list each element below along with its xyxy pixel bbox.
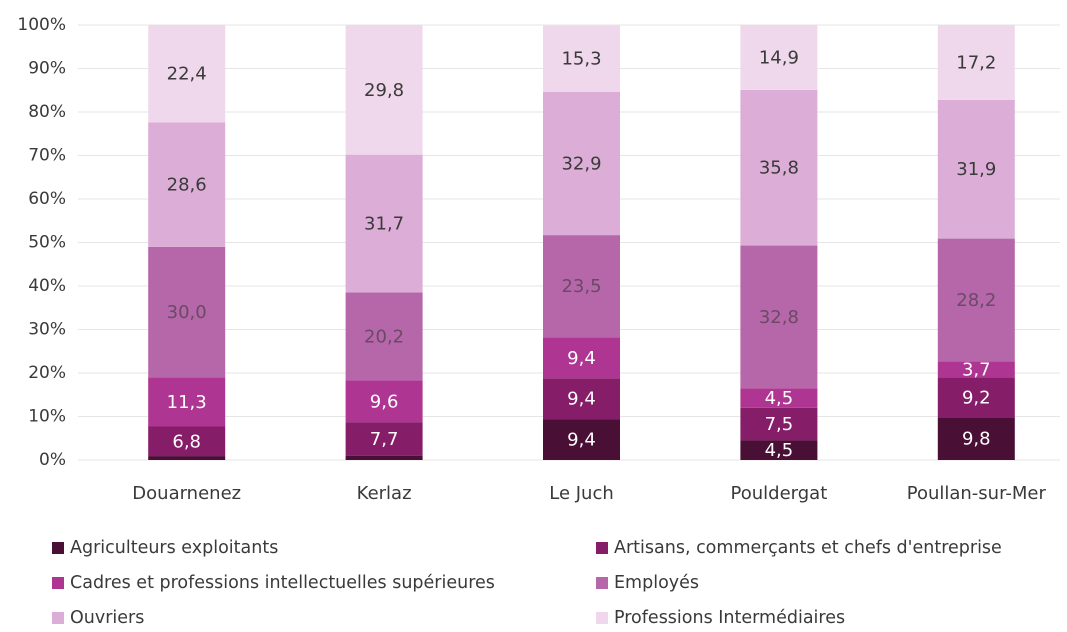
bar-segment bbox=[937, 361, 1015, 378]
y-tick-label: 30% bbox=[28, 320, 66, 340]
data-label: 23,5 bbox=[561, 276, 601, 297]
y-tick-label: 60% bbox=[28, 189, 66, 209]
data-label: 14,9 bbox=[759, 47, 799, 68]
data-label: 11,3 bbox=[167, 392, 207, 413]
data-label: 31,7 bbox=[364, 214, 404, 235]
bar-segment bbox=[543, 419, 620, 460]
bar-segment bbox=[345, 292, 423, 381]
bar-segment bbox=[937, 25, 1015, 100]
x-tick-label: Poullan-sur-Mer bbox=[907, 483, 1047, 504]
bar-segment bbox=[740, 388, 818, 408]
data-label: 7,7 bbox=[370, 429, 399, 450]
data-label: 7,5 bbox=[765, 414, 794, 435]
bar-segment bbox=[148, 122, 226, 247]
data-label: 17,2 bbox=[956, 52, 996, 73]
legend-label: Employés bbox=[614, 573, 699, 593]
legend-swatch bbox=[596, 577, 608, 589]
bar-segment bbox=[345, 25, 423, 155]
bar-segment bbox=[740, 89, 818, 246]
data-label: 9,6 bbox=[370, 391, 399, 412]
y-tick-label: 50% bbox=[28, 233, 66, 253]
bar-segment bbox=[345, 380, 423, 423]
bar-segment bbox=[148, 25, 226, 123]
bar-segment bbox=[543, 91, 620, 236]
x-tick-label: Le Juch bbox=[549, 483, 614, 504]
legend-swatch bbox=[52, 542, 64, 554]
legend-swatch bbox=[596, 542, 608, 554]
legend-swatch bbox=[52, 612, 64, 624]
data-label: 32,9 bbox=[561, 154, 601, 175]
bar-segment bbox=[345, 154, 423, 293]
data-label: 35,8 bbox=[759, 158, 799, 179]
y-tick-label: 0% bbox=[39, 450, 66, 470]
bar-segment bbox=[543, 378, 620, 420]
legend-label: Agriculteurs exploitants bbox=[70, 538, 278, 558]
data-label: 9,4 bbox=[567, 430, 596, 451]
data-label: 28,2 bbox=[956, 290, 996, 311]
y-tick-label: 40% bbox=[28, 276, 66, 296]
bar-segment bbox=[148, 426, 226, 457]
bar-segment bbox=[740, 407, 818, 441]
y-tick-label: 80% bbox=[28, 102, 66, 122]
data-label: 4,5 bbox=[765, 388, 794, 409]
data-label: 9,4 bbox=[567, 389, 596, 410]
legend-swatch bbox=[596, 612, 608, 624]
legend-label: Cadres et professions intellectuelles su… bbox=[70, 573, 495, 593]
bar-segment bbox=[543, 25, 620, 92]
data-label: 9,2 bbox=[962, 387, 991, 408]
data-label: 29,8 bbox=[364, 80, 404, 101]
bar-segment bbox=[345, 422, 423, 456]
y-tick-label: 10% bbox=[28, 407, 66, 427]
bar-segment bbox=[543, 337, 620, 379]
x-tick-label: Douarnenez bbox=[132, 483, 241, 504]
bar-segment bbox=[148, 456, 226, 460]
bar-segment bbox=[740, 25, 818, 90]
bar-segment bbox=[148, 377, 226, 427]
data-label: 4,5 bbox=[765, 440, 794, 461]
legend-label: Artisans, commerçants et chefs d'entrepr… bbox=[614, 538, 1002, 558]
y-tick-label: 100% bbox=[17, 15, 66, 35]
bar-segment bbox=[937, 377, 1015, 418]
x-tick-label: Kerlaz bbox=[357, 483, 412, 504]
data-label: 15,3 bbox=[561, 49, 601, 70]
y-tick-label: 90% bbox=[28, 59, 66, 79]
y-tick-label: 70% bbox=[28, 146, 66, 166]
bar-segment bbox=[740, 440, 818, 460]
data-label: 6,8 bbox=[172, 431, 201, 452]
data-label: 9,4 bbox=[567, 348, 596, 369]
data-label: 32,8 bbox=[759, 307, 799, 328]
data-label: 9,8 bbox=[962, 429, 991, 450]
bar-segment bbox=[937, 99, 1015, 239]
legend-label: Professions Intermédiaires bbox=[614, 608, 845, 628]
data-label: 20,2 bbox=[364, 326, 404, 347]
bar-segment bbox=[740, 245, 818, 389]
bar-segment bbox=[543, 235, 620, 338]
legend-swatch bbox=[52, 577, 64, 589]
bar-segment bbox=[937, 238, 1015, 362]
x-tick-label: Pouldergat bbox=[731, 483, 828, 504]
bar-segment bbox=[937, 417, 1015, 460]
y-tick-label: 20% bbox=[28, 363, 66, 383]
data-label: 3,7 bbox=[962, 359, 991, 380]
bar-segment bbox=[345, 455, 423, 460]
data-label: 30,0 bbox=[167, 302, 207, 323]
data-label: 31,9 bbox=[956, 159, 996, 180]
legend-label: Ouvriers bbox=[70, 608, 144, 628]
data-label: 28,6 bbox=[167, 175, 207, 196]
data-label: 22,4 bbox=[167, 64, 207, 85]
bar-segment bbox=[148, 246, 226, 378]
